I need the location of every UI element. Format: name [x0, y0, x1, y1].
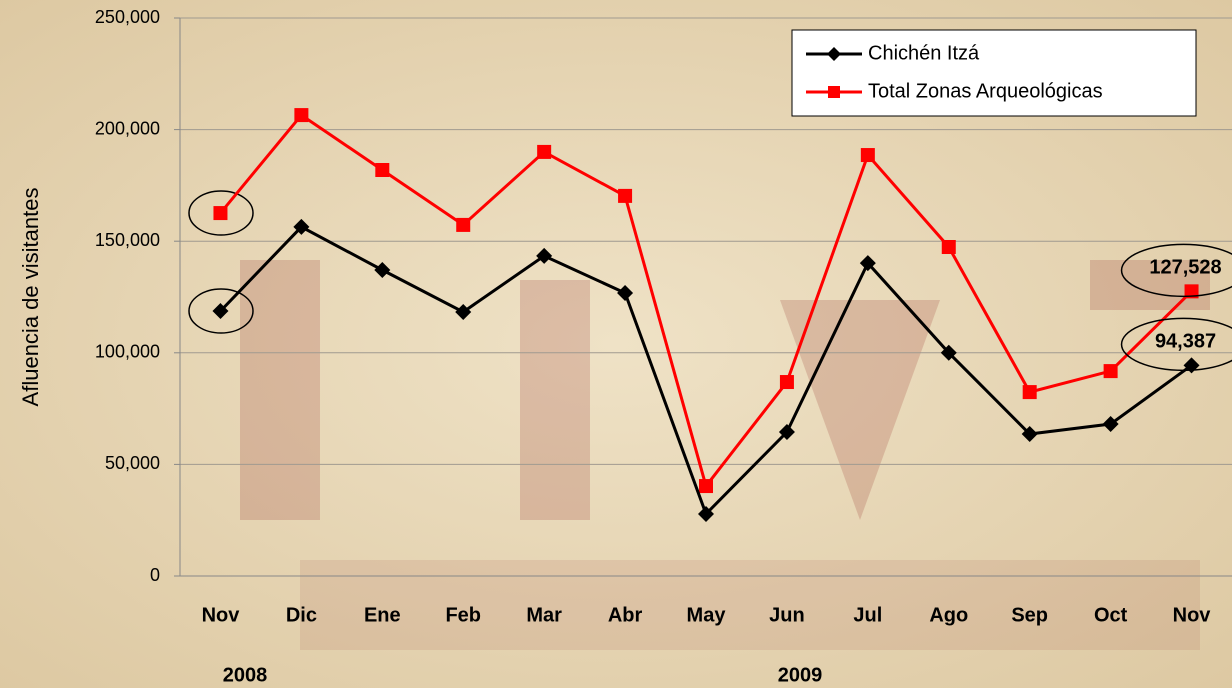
- x-tick-label: Oct: [1094, 604, 1128, 626]
- marker: [618, 188, 633, 203]
- y-tick-label: 100,000: [95, 342, 160, 362]
- label-circle: [1120, 317, 1232, 372]
- marker: [1184, 284, 1199, 299]
- legend-label: Chichén Itzá: [868, 42, 980, 64]
- x-tick-label: Jul: [853, 604, 882, 626]
- marker: [213, 206, 228, 221]
- marker: [1103, 364, 1118, 379]
- marker: [455, 303, 472, 320]
- legend-marker: [828, 86, 840, 98]
- marker: [778, 424, 795, 441]
- y-tick-label: 150,000: [95, 230, 160, 250]
- marker: [537, 144, 552, 159]
- year-label: 2008: [223, 664, 268, 686]
- marker: [860, 148, 875, 163]
- marker: [1102, 416, 1119, 433]
- year-label: 2009: [778, 664, 823, 686]
- x-tick-label: Nov: [202, 604, 241, 626]
- y-tick-label: 0: [150, 565, 160, 585]
- y-axis-label: Afluencia de visitantes: [18, 188, 43, 407]
- label-circle: [1120, 243, 1232, 298]
- x-tick-label: Sep: [1011, 604, 1048, 626]
- marker: [617, 284, 634, 301]
- y-tick-label: 50,000: [105, 453, 160, 473]
- marker: [293, 218, 310, 235]
- x-tick-label: Ene: [364, 604, 401, 626]
- marker: [698, 505, 714, 522]
- marker: [1021, 426, 1038, 443]
- highlight-circle: [188, 190, 254, 236]
- marker: [779, 375, 794, 390]
- highlight-circle: [188, 288, 254, 334]
- x-tick-label: Abr: [608, 604, 643, 626]
- x-tick-label: Feb: [445, 604, 481, 626]
- legend: Chichén Itzá Total Zonas Arqueológicas: [791, 29, 1197, 117]
- marker: [940, 344, 957, 361]
- marker: [374, 261, 391, 278]
- data-label: 94,387: [1155, 331, 1216, 353]
- marker: [536, 247, 553, 264]
- marker: [375, 162, 390, 177]
- legend-label: Total Zonas Arqueológicas: [868, 80, 1103, 102]
- x-tick-label: Nov: [1173, 604, 1212, 626]
- marker: [699, 479, 713, 494]
- x-tick-label: Jun: [769, 604, 805, 626]
- marker: [941, 240, 956, 255]
- data-label: 127,528: [1149, 257, 1221, 279]
- legend-marker: [827, 47, 841, 61]
- marker: [212, 303, 229, 320]
- marker: [1022, 385, 1037, 400]
- legend-box: [791, 29, 1197, 117]
- marker: [456, 217, 471, 232]
- marker: [859, 255, 876, 272]
- x-tick-label: May: [687, 604, 727, 626]
- marker: [294, 108, 309, 123]
- y-tick-label: 250,000: [95, 7, 160, 27]
- x-tick-label: Ago: [929, 604, 968, 626]
- y-tick-label: 200,000: [95, 118, 160, 138]
- x-tick-label: Mar: [526, 604, 562, 626]
- x-tick-label: Dic: [286, 604, 317, 626]
